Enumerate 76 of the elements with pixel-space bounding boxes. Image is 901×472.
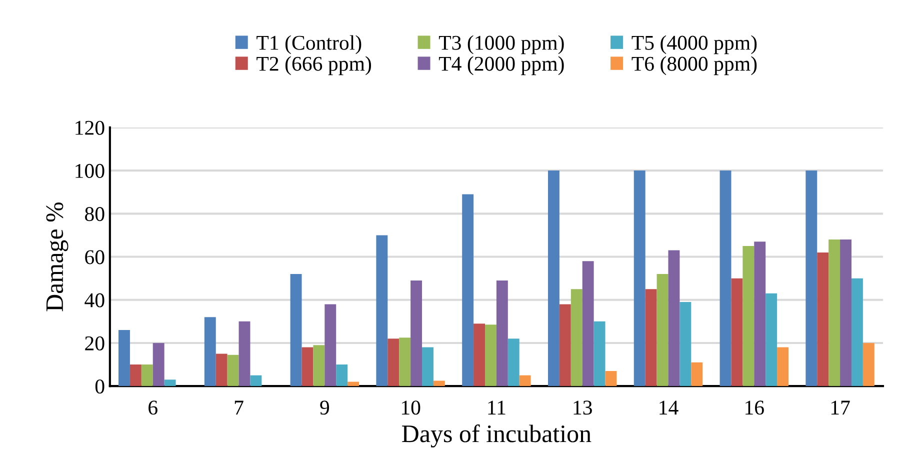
bar <box>433 380 445 386</box>
bar <box>336 364 348 386</box>
bar <box>164 380 176 386</box>
bar <box>204 317 216 386</box>
bar <box>302 347 314 386</box>
x-tick-label: 7 <box>234 400 244 414</box>
x-tick-label: 16 <box>746 400 764 415</box>
bar <box>680 302 692 386</box>
bar <box>840 240 852 386</box>
legend-label: T3 (1000 ppm) <box>438 35 564 54</box>
bar <box>376 235 388 386</box>
x-tick-label: 17 <box>831 400 850 414</box>
bar <box>777 347 788 386</box>
bar <box>645 289 657 386</box>
bar <box>851 278 863 386</box>
bar <box>324 304 336 386</box>
bar <box>141 364 153 386</box>
y-tick-label: 120 <box>76 120 104 135</box>
bar <box>594 321 606 386</box>
bar <box>519 375 531 386</box>
x-tick-label: 9 <box>320 400 330 415</box>
bar <box>766 293 778 386</box>
bar <box>508 338 520 386</box>
bar <box>806 170 818 386</box>
x-tick-label: 10 <box>402 400 420 415</box>
bar <box>691 362 703 386</box>
legend-label: T4 (2000 ppm) <box>438 56 564 76</box>
bar <box>422 347 434 386</box>
bar <box>668 250 680 386</box>
x-tick-label: 11 <box>488 400 506 414</box>
bar <box>720 170 732 386</box>
x-tick-label: 13 <box>574 400 592 415</box>
bar <box>496 280 508 386</box>
bar <box>227 354 239 386</box>
bar <box>582 261 594 386</box>
legend-label: T6 (8000 ppm) <box>632 56 757 76</box>
bar <box>559 304 571 386</box>
bar <box>290 274 302 386</box>
legend-label: T2 (666 ppm) <box>256 56 372 76</box>
bar <box>250 375 262 386</box>
bar <box>742 246 754 386</box>
bar <box>462 194 474 386</box>
y-tick-label: 100 <box>76 164 104 178</box>
y-axis-title: Damage % <box>46 202 68 312</box>
bar <box>410 280 422 386</box>
bar <box>238 321 250 386</box>
bar <box>656 274 668 386</box>
bar <box>817 252 829 386</box>
bar <box>348 382 360 386</box>
bar <box>605 371 617 386</box>
bar <box>754 242 766 386</box>
bar <box>862 342 874 386</box>
bar <box>313 345 325 386</box>
bar <box>399 338 411 386</box>
bar <box>548 170 560 386</box>
bar <box>828 240 840 386</box>
bar <box>130 364 142 386</box>
bar <box>634 170 646 386</box>
bar <box>388 338 400 386</box>
bar <box>216 354 228 386</box>
y-tick-label: 0 <box>95 379 104 394</box>
bar <box>570 289 582 386</box>
y-tick-label: 60 <box>85 250 104 264</box>
legend-label: T1 (Control) <box>256 35 362 54</box>
y-tick-label: 20 <box>85 336 104 350</box>
x-axis-title: Days of incubation <box>402 424 592 448</box>
legend-label: T5 (4000 ppm) <box>632 35 757 54</box>
bar <box>485 324 496 386</box>
bar <box>152 342 164 386</box>
bar <box>118 330 130 386</box>
y-tick-label: 80 <box>85 207 104 222</box>
x-tick-label: 14 <box>660 400 678 414</box>
y-tick-label: 40 <box>84 293 104 308</box>
x-tick-label: 6 <box>148 400 158 415</box>
bar <box>474 324 485 386</box>
bar <box>731 278 743 386</box>
